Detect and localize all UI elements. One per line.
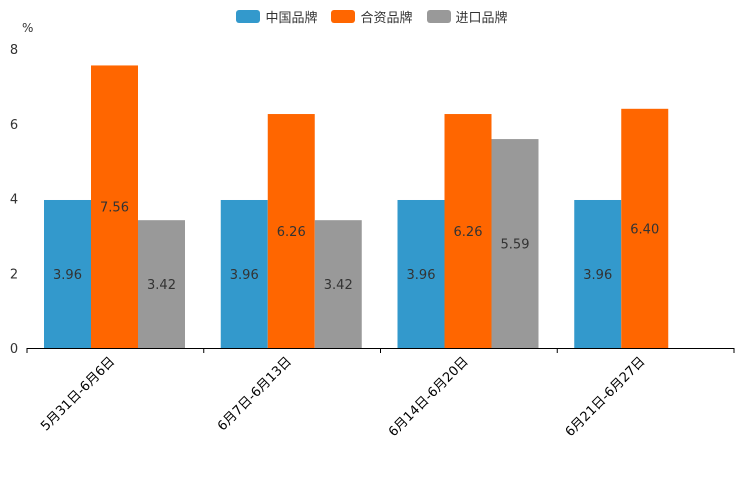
legend-swatch-joint-venture — [331, 10, 356, 23]
bar-s2-c0 — [138, 220, 185, 348]
bar-s0-c0 — [44, 199, 91, 348]
x-tick-label-0: 5月31日-6月6日 — [38, 354, 118, 434]
bar-s1-c3 — [621, 108, 669, 348]
y-axis-unit-label: % — [22, 21, 34, 35]
data-label-s2-c0: 3.42 — [147, 278, 176, 293]
x-tick-label-1: 6月7日-6月13日 — [215, 354, 295, 434]
legend-swatch-domestic — [236, 10, 261, 23]
x-tick-label-3: 6月21日-6月27日 — [563, 354, 649, 440]
data-label-s1-c3: 6.40 — [630, 222, 659, 237]
y-tick-label-6: 6 — [10, 118, 18, 133]
data-label-s0-c1: 3.96 — [230, 268, 259, 283]
y-tick-label-0: 0 — [10, 342, 18, 357]
legend-item-joint-venture[interactable]: 合资品牌 — [331, 7, 413, 26]
bar-s1-c2 — [444, 114, 492, 348]
data-label-s0-c2: 3.96 — [407, 268, 436, 283]
bar-s0-c3 — [574, 199, 622, 348]
bar-s0-c1 — [220, 199, 268, 348]
data-label-s1-c1: 6.26 — [277, 225, 306, 240]
data-label-s0-c0: 3.96 — [53, 268, 82, 283]
x-tick-label-2: 6月14日-6月20日 — [386, 354, 472, 440]
bar-s1-c0 — [91, 65, 138, 348]
data-label-s1-c2: 6.26 — [454, 225, 483, 240]
y-tick-label-2: 2 — [10, 267, 18, 282]
data-label-s0-c3: 3.96 — [583, 268, 612, 283]
bar-s2-c1 — [314, 220, 362, 348]
legend-label-imported: 进口品牌 — [455, 11, 508, 26]
y-tick-label-8: 8 — [10, 43, 18, 58]
data-label-s2-c2: 5.59 — [501, 238, 530, 253]
legend-item-imported[interactable]: 进口品牌 — [426, 7, 508, 26]
legend: 中国品牌 合资品牌 进口品牌 — [0, 7, 744, 26]
y-tick-label-4: 4 — [10, 193, 18, 208]
bar-s1-c1 — [267, 114, 315, 348]
legend-swatch-imported — [426, 10, 451, 23]
legend-label-joint-venture: 合资品牌 — [360, 11, 413, 26]
data-label-s1-c0: 7.56 — [100, 201, 129, 216]
data-label-s2-c1: 3.42 — [324, 278, 353, 293]
bar-s2-c2 — [491, 139, 539, 348]
bar-s0-c2 — [397, 199, 445, 348]
legend-item-domestic[interactable]: 中国品牌 — [236, 7, 317, 26]
legend-label-domestic: 中国品牌 — [265, 11, 318, 26]
